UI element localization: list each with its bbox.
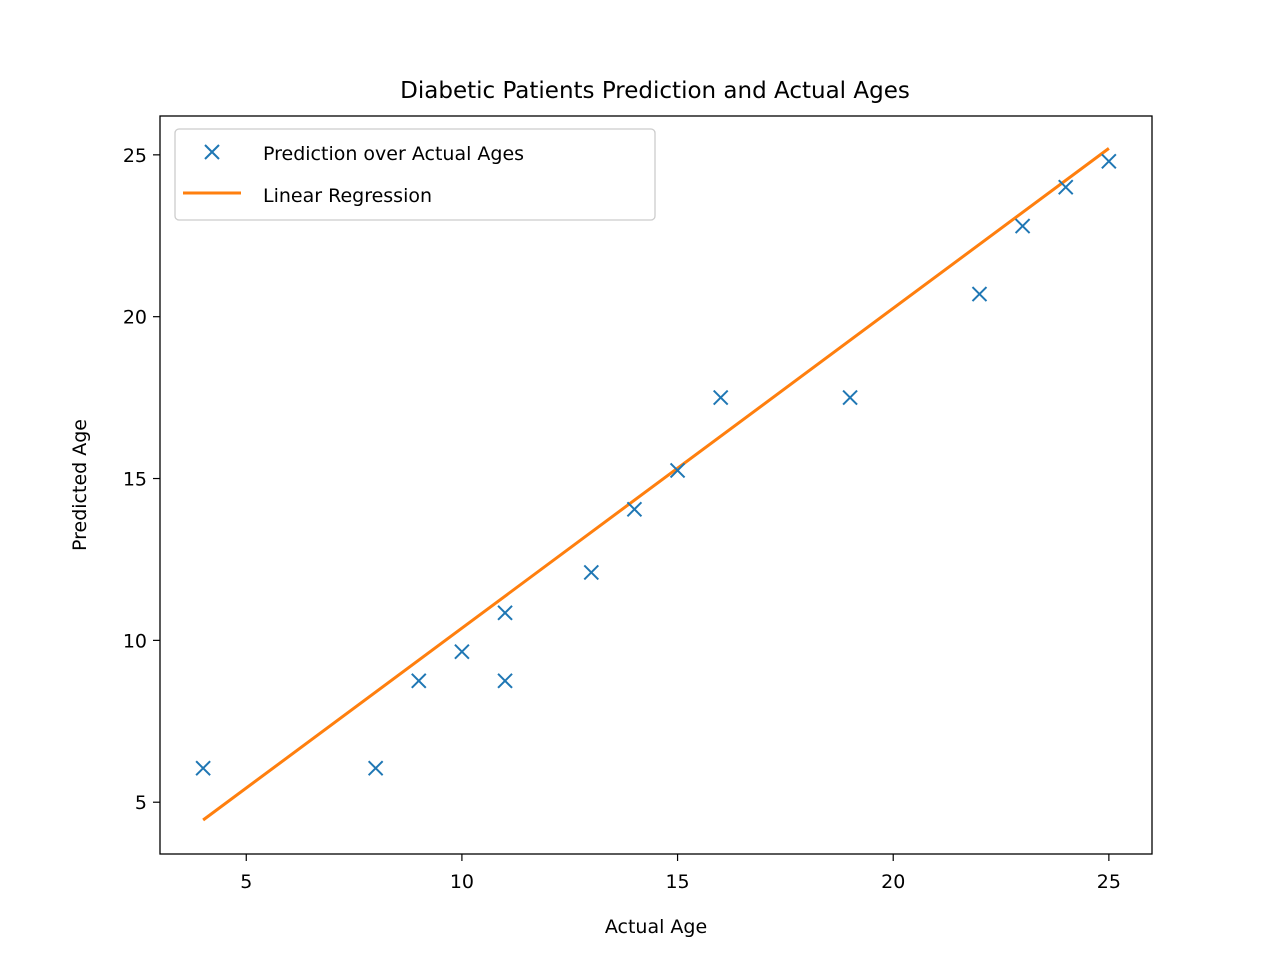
data-point (195, 760, 211, 776)
data-point (712, 389, 729, 406)
x-tick-label: 5 (240, 871, 252, 893)
legend-box (174, 128, 656, 221)
y-tick-label: 15 (123, 469, 147, 491)
data-point (1101, 153, 1117, 170)
legend-marker-scatter (204, 144, 220, 160)
regression-line (202, 147, 1110, 822)
data-point (367, 760, 384, 776)
x-tick-label: 10 (450, 871, 474, 893)
chart-title: Diabetic Patients Prediction and Actual … (400, 78, 910, 104)
data-point (1058, 179, 1074, 195)
data-point (454, 643, 470, 660)
y-axis-ticks: 5 10 15 20 25 (123, 145, 160, 814)
legend: Prediction over Actual Ages Linear Regre… (174, 128, 656, 221)
x-tick-label: 15 (665, 871, 689, 893)
data-point (842, 389, 858, 406)
data-point (583, 564, 600, 581)
x-axis-label: Actual Age (605, 916, 707, 938)
data-point (626, 501, 643, 517)
data-point (497, 673, 513, 689)
plot-marks (195, 147, 1117, 822)
data-point (1014, 218, 1031, 234)
y-tick-label: 5 (135, 792, 147, 814)
x-tick-label: 25 (1097, 871, 1121, 893)
x-tick-label: 20 (881, 871, 905, 893)
data-point (669, 462, 686, 479)
data-point (411, 673, 427, 689)
y-axis-label: Predicted Age (69, 419, 91, 551)
y-tick-label: 10 (123, 630, 147, 652)
data-point (971, 286, 988, 302)
data-point (497, 605, 513, 621)
y-tick-label: 20 (123, 307, 147, 329)
legend-label-line: Linear Regression (263, 185, 432, 207)
x-axis-ticks: 5 10 15 20 25 (240, 854, 1121, 893)
axes-frame (159, 115, 1153, 855)
legend-x-marker (204, 144, 220, 160)
legend-label-scatter: Prediction over Actual Ages (263, 143, 524, 165)
y-tick-label: 25 (123, 145, 147, 167)
